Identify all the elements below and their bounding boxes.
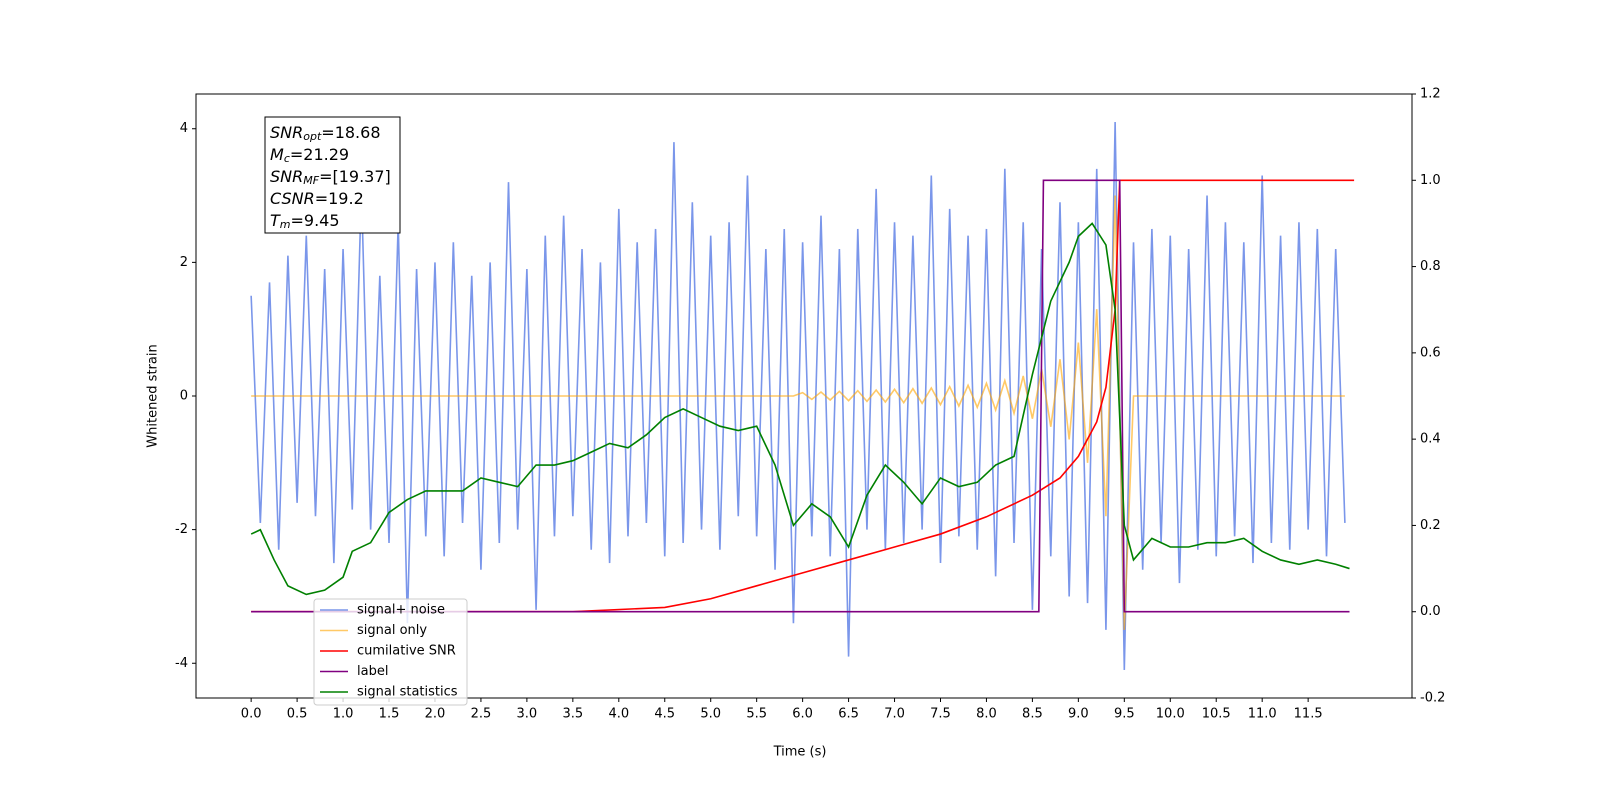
legend-label: label (357, 664, 388, 679)
y2-tick-label: 0.4 (1420, 432, 1441, 447)
x-tick-label: 2.5 (471, 707, 492, 722)
series-line (250, 122, 1346, 670)
annotation-text: CSNR=19.2 (270, 189, 364, 208)
series-line (250, 222, 1350, 596)
x-tick-label: 5.5 (746, 707, 767, 722)
annotation-main: SNR (270, 167, 303, 186)
annotation-main: M (270, 145, 284, 164)
annotation-text: Tm=9.45 (270, 211, 340, 232)
annotation-rest: =21.29 (290, 145, 349, 164)
legend-box (313, 598, 468, 706)
y-tick-label: -2 (175, 522, 188, 537)
annotation-text: Mc=21.29 (270, 145, 349, 166)
annotation-main: SNR (270, 123, 303, 142)
x-tick-label: 5.0 (700, 707, 721, 722)
x-tick-label: 10.5 (1202, 707, 1231, 722)
x-tick-label: 11.5 (1294, 707, 1323, 722)
x-tick-label: 10.0 (1156, 707, 1185, 722)
x-tick-label: 4.5 (654, 707, 675, 722)
annotation-sub: MF (303, 174, 319, 187)
x-tick-label: 9.5 (1114, 707, 1135, 722)
y-tick-label: 4 (180, 121, 188, 136)
x-tick-label: 0.5 (287, 707, 308, 722)
y-tick-label: -4 (175, 656, 188, 671)
annotation-text: SNRMF=[19.37] (270, 167, 391, 188)
annotation-rest: =9.45 (291, 211, 340, 230)
y2-tick-label: 0.8 (1420, 259, 1441, 274)
y-tick-label: 2 (180, 255, 188, 270)
x-tick-label: 6.5 (838, 707, 859, 722)
x-tick-label: 6.0 (792, 707, 813, 722)
x-tick-label: 1.5 (379, 707, 400, 722)
x-tick-label: 0.0 (241, 707, 262, 722)
plot-lines (250, 122, 1355, 670)
legend-label: signal only (357, 623, 427, 638)
legend-label: signal+ noise (357, 603, 445, 618)
annotation-rest: =[19.37] (319, 167, 391, 186)
x-axis-label: Time (s) (773, 745, 827, 760)
series-line (251, 195, 1345, 630)
annotation-sub: m (280, 218, 291, 231)
y2-tick-label: 0.0 (1420, 604, 1441, 619)
annotation-box (264, 116, 401, 234)
x-tick-label: 8.0 (976, 707, 997, 722)
y-tick-label: 0 (180, 389, 188, 404)
x-tick-label: 9.0 (1068, 707, 1089, 722)
annotation-main: CSNR (270, 189, 315, 208)
x-tick-label: 3.5 (562, 707, 583, 722)
y2-tick-label: 1.2 (1420, 87, 1441, 102)
x-tick-label: 2.0 (425, 707, 446, 722)
y-axis-label: Whitened strain (146, 344, 161, 447)
annotation-sub: c (284, 152, 290, 165)
annotation-text: SNRopt=18.68 (270, 123, 381, 144)
x-tick-label: 8.5 (1022, 707, 1043, 722)
annotation-main: T (270, 211, 281, 230)
x-tick-label: 1.0 (333, 707, 354, 722)
y2-tick-label: 1.0 (1420, 173, 1441, 188)
y2-tick-label: 0.2 (1420, 518, 1441, 533)
series-line (251, 179, 1350, 613)
annotation-rest: =18.68 (321, 123, 380, 142)
x-tick-label: 3.0 (517, 707, 538, 722)
x-tick-label: 7.5 (930, 707, 951, 722)
y2-tick-label: 0.6 (1420, 345, 1441, 360)
x-tick-label: 7.0 (884, 707, 905, 722)
annotation-sub: opt (303, 130, 322, 143)
x-tick-label: 4.0 (608, 707, 629, 722)
annotation-rest: =19.2 (315, 189, 364, 208)
legend-label: signal statistics (357, 685, 458, 700)
x-tick-label: 11.0 (1248, 707, 1277, 722)
y2-tick-label: -0.2 (1420, 691, 1445, 706)
legend-label: cumilative SNR (357, 644, 456, 659)
